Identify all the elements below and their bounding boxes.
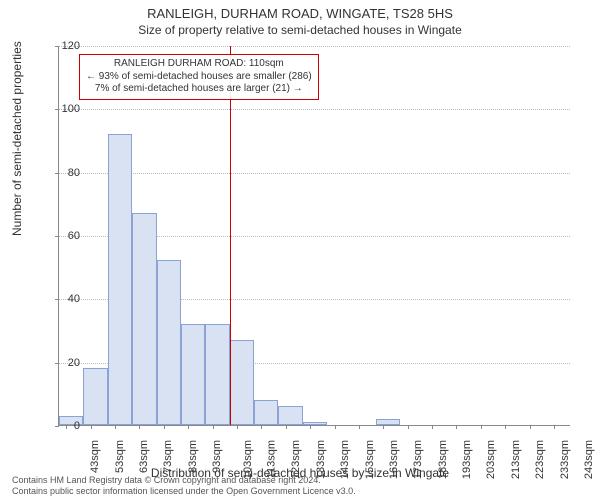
xtick-label: 163sqm [388, 440, 400, 479]
reference-line [230, 46, 231, 425]
xtick-label: 43sqm [89, 440, 101, 473]
xtick-mark [261, 425, 262, 429]
xtick-label: 123sqm [291, 440, 303, 479]
xtick-label: 233sqm [559, 440, 571, 479]
xtick-label: 113sqm [265, 440, 277, 478]
xtick-label: 183sqm [437, 440, 449, 479]
annotation-line1: RANLEIGH DURHAM ROAD: 110sqm [86, 58, 312, 71]
ytick-label: 120 [50, 40, 80, 52]
histogram-bar [230, 340, 254, 426]
xtick-mark [359, 425, 360, 429]
xtick-mark [432, 425, 433, 429]
xtick-label: 73sqm [162, 440, 174, 473]
xtick-mark [164, 425, 165, 429]
xtick-mark [310, 425, 311, 429]
chart-subtitle: Size of property relative to semi-detach… [0, 23, 600, 39]
histogram-bar [83, 368, 107, 425]
xtick-label: 53sqm [114, 440, 126, 473]
xtick-mark [139, 425, 140, 429]
plot-wrap: RANLEIGH DURHAM ROAD: 110sqm ← 93% of se… [58, 46, 570, 426]
histogram-bar [108, 134, 132, 425]
histogram-bar [205, 324, 229, 425]
xtick-mark [481, 425, 482, 429]
xtick-label: 93sqm [211, 440, 223, 473]
xtick-mark [188, 425, 189, 429]
histogram-bar [376, 419, 400, 425]
ytick-label: 60 [50, 230, 80, 242]
ytick-label: 40 [50, 293, 80, 305]
histogram-bar [181, 324, 205, 425]
histogram-bar [278, 406, 302, 425]
xtick-label: 203sqm [486, 440, 498, 479]
annotation-line2: ← 93% of semi-detached houses are smalle… [86, 71, 312, 84]
xtick-label: 243sqm [583, 440, 595, 479]
xtick-mark [530, 425, 531, 429]
xtick-mark [115, 425, 116, 429]
xtick-mark [213, 425, 214, 429]
histogram-bar [254, 400, 278, 425]
footer: Contains HM Land Registry data © Crown c… [12, 475, 356, 497]
xtick-label: 103sqm [242, 440, 254, 479]
histogram-bar [132, 213, 156, 425]
xtick-mark [335, 425, 336, 429]
xtick-label: 83sqm [187, 440, 199, 473]
footer-line1: Contains HM Land Registry data © Crown c… [12, 475, 356, 486]
gridline [59, 109, 570, 110]
histogram-bar [303, 422, 327, 425]
xtick-label: 213sqm [510, 440, 522, 479]
xtick-mark [383, 425, 384, 429]
xtick-mark [237, 425, 238, 429]
xtick-label: 63sqm [138, 440, 150, 473]
chart-container: RANLEIGH, DURHAM ROAD, WINGATE, TS28 5HS… [0, 0, 600, 500]
xtick-label: 153sqm [364, 440, 376, 479]
ytick-label: 80 [50, 167, 80, 179]
annotation-box: RANLEIGH DURHAM ROAD: 110sqm ← 93% of se… [79, 54, 319, 100]
xtick-label: 223sqm [534, 440, 546, 479]
annotation-line3: 7% of semi-detached houses are larger (2… [86, 83, 312, 96]
gridline [59, 173, 570, 174]
y-axis-label: Number of semi-detached properties [10, 41, 24, 236]
plot-area: RANLEIGH DURHAM ROAD: 110sqm ← 93% of se… [58, 46, 570, 426]
xtick-mark [505, 425, 506, 429]
xtick-mark [91, 425, 92, 429]
gridline [59, 46, 570, 47]
ytick-label: 20 [50, 357, 80, 369]
xtick-mark [286, 425, 287, 429]
ytick-label: 0 [50, 420, 80, 432]
footer-line2: Contains public sector information licen… [12, 486, 356, 497]
xtick-label: 143sqm [339, 440, 351, 479]
xtick-mark [456, 425, 457, 429]
xtick-label: 173sqm [412, 440, 424, 479]
chart-title: RANLEIGH, DURHAM ROAD, WINGATE, TS28 5HS [0, 0, 600, 23]
histogram-bar [157, 260, 181, 425]
xtick-mark [408, 425, 409, 429]
xtick-mark [554, 425, 555, 429]
xtick-label: 193sqm [461, 440, 473, 479]
ytick-label: 100 [50, 103, 80, 115]
xtick-label: 133sqm [315, 440, 327, 479]
